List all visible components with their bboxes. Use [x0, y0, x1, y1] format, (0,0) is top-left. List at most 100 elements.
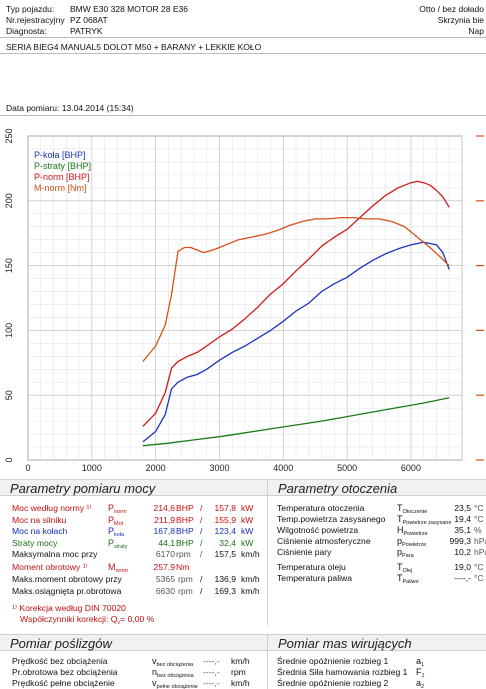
max-rpm-slash: /: [200, 586, 203, 596]
ambient-symbol-subscript: Para: [402, 553, 414, 559]
slip-row-symbol: vbez obciążenia: [152, 656, 193, 670]
power-row-label: Straty mocy: [12, 537, 58, 548]
mass-row-label: Średnie opóźnienie rozbieg 1: [277, 656, 389, 666]
diagnostician-label: Diagnosta:: [6, 26, 47, 36]
engine-type: Otto / bez dołado: [419, 4, 484, 14]
ambient-row-value: 19,0: [454, 562, 471, 572]
power-row-label: Moc na silniku: [12, 514, 67, 525]
gearbox-label: Skrzynia bie: [437, 15, 484, 25]
ambient-symbol-letter: p: [397, 547, 403, 557]
ambient-row-symbol: TPaliwo: [397, 573, 419, 587]
power-row-label: Maksymalna moc przy: [12, 549, 98, 559]
mass-row-symbol: a1: [416, 656, 424, 670]
measurement-date: Data pomiaru: 13.04.2014 (15:34): [6, 103, 134, 113]
power-row-symbol: Pstraty: [108, 538, 127, 552]
series-line: [142, 397, 450, 447]
power-row-symbol: PMot: [108, 515, 123, 529]
x-tick-label: 0: [25, 463, 30, 473]
series-line: [142, 180, 450, 427]
mass-row-symbol: a2: [416, 678, 424, 689]
ambient-symbol-subscript: Paliwo: [402, 579, 419, 585]
y-tick-label: 150: [4, 258, 14, 273]
ambient-row-value: 999,3: [449, 536, 471, 546]
legend-entry: M-norm [Nm]: [34, 183, 87, 193]
ambient-row-label: Temp.powietrza zasysanego: [277, 514, 386, 524]
max-torque-rpm-unit: rpm: [178, 574, 193, 584]
max-rpm-rpm: 6630: [155, 586, 175, 596]
ambient-row-unit: hPa: [474, 536, 486, 546]
mass-symbol-letter: a: [416, 678, 422, 688]
legend-entry: P-straty [BHP]: [34, 161, 91, 171]
slip-symbol-subscript: bez obciążenia: [157, 673, 194, 679]
slip-row-value: ----,-: [203, 667, 220, 677]
x-tick-label: 4000: [273, 463, 293, 473]
date-separator: [0, 115, 486, 116]
ambient-row-symbol: pPowietrze: [397, 536, 426, 550]
ambient-row-value: 10,2: [454, 547, 471, 557]
power-row-label: Moc na kołach: [12, 526, 68, 536]
power-row-unit1: BHP: [176, 514, 194, 525]
symbol-subscript: Mot: [114, 520, 124, 527]
power-row-slash: /: [200, 503, 203, 513]
power-row-value2: 123,4: [214, 526, 236, 536]
correction-factors-label: Współczynniki korekcji: Q: [20, 614, 118, 624]
vehicle-type-value: BMW E30 328 MOTOR 28 E36: [70, 4, 188, 14]
drive-label: Nap: [468, 26, 484, 36]
x-tick-label: 1000: [82, 463, 102, 473]
y-tick-label: 100: [4, 323, 14, 338]
power-row-unit2: kW: [241, 503, 254, 513]
registration-label: Nr.rejestracyjny: [6, 15, 65, 25]
power-row-value2: 32,4: [219, 537, 236, 548]
slip-measurement-title: Pomiar poślizgów: [0, 634, 267, 651]
mass-row-label: Średnie opóźnienie rozbieg 2: [277, 678, 389, 688]
slip-row-symbol: nbez obciążenia: [152, 667, 194, 681]
power-row-unit2: kW: [241, 537, 254, 548]
x-tick-label: 2000: [146, 463, 166, 473]
mass-row-symbol: F1: [416, 667, 425, 681]
ambient-symbol-letter: H: [397, 525, 404, 535]
slip-row-symbol: vpełne obciążenie: [152, 678, 198, 689]
slip-symbol-letter: v: [152, 656, 157, 666]
power-row-value2: 155,9: [214, 514, 236, 525]
slip-row-unit: km/h: [231, 656, 250, 666]
ambient-symbol-letter: T: [397, 562, 403, 572]
ambient-row-label: Ciśnienie atmosferyczne: [277, 536, 371, 546]
ambient-row-symbol: pPara: [397, 547, 414, 561]
series-line: [142, 216, 450, 362]
ambient-symbol-subscript: Otoczenie: [402, 509, 428, 515]
torque-unit: Nm: [176, 562, 190, 572]
power-row-label: Moc według normy ¹⁾: [12, 503, 92, 513]
mass-row-label: Średnia Siła hamowania rozbieg 1: [277, 667, 408, 677]
legend-entry: P-koła [BHP]: [34, 150, 86, 160]
ambient-row-unit: °C: [474, 562, 484, 572]
series-line: [142, 241, 450, 443]
slip-row-value: ----,-: [203, 656, 220, 666]
power-row-unit1: BHP: [176, 503, 194, 513]
torque-value: 257,9: [153, 562, 175, 572]
ambient-symbol-subscript: Powietrze zasysane: [402, 520, 452, 526]
power-row-value2: 157,5: [214, 549, 236, 559]
dyno-chart: 0 1000 2000 3000 4000 5000 6000 0 50 100 150 200 250…: [4, 128, 484, 473]
power-row-value2: 157,8: [214, 503, 236, 513]
correction-label: ¹⁾ Korekcja według DIN 70020: [12, 603, 126, 613]
ambient-row-value: ----,-: [454, 573, 471, 583]
symbol-letter: P: [108, 514, 115, 525]
y-tick-label: 0: [4, 457, 14, 462]
power-row-value1: 6170: [155, 549, 175, 559]
description-separator: [0, 53, 486, 54]
ambient-row-unit: hPa: [474, 547, 486, 557]
max-torque-speed: 136,9: [214, 574, 236, 584]
power-row-slash: /: [200, 526, 203, 536]
ambient-row-unit: °C: [474, 503, 484, 513]
max-rpm-label: Maks.osiągnięta pr.obrotowa: [12, 586, 122, 596]
ambient-symbol-subscript: Powietrze: [402, 542, 427, 548]
header-separator: [0, 37, 486, 38]
ambient-row-label: Ciśnienie pary: [277, 547, 332, 557]
ambient-row-label: Temperatura paliwa: [277, 573, 352, 583]
ambient-symbol-letter: T: [397, 503, 403, 513]
mass-symbol-subscript: 2: [421, 684, 425, 689]
ambient-row-value: 35,1: [454, 525, 471, 535]
torque-symbol-letter: M: [108, 562, 116, 572]
slip-row-label: Pr.obrotowa bez obciążenia: [12, 667, 118, 677]
symbol-subscript: straty: [114, 543, 128, 550]
